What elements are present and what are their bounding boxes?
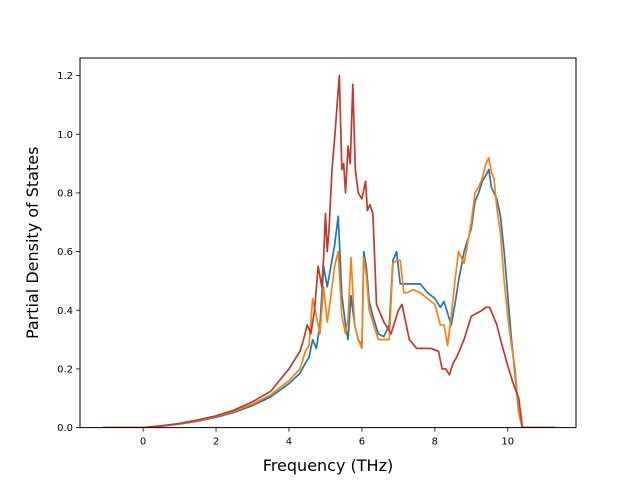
series-layer xyxy=(102,74,556,428)
y-tick-label: 0.0 xyxy=(57,423,73,434)
y-tick-label: 0.6 xyxy=(57,247,73,258)
x-tick-label: 0 xyxy=(140,437,146,448)
y-axis-ticks: 0.0 0.2 0.4 0.6 0.8 1.0 1.2 xyxy=(57,71,80,434)
y-tick-label: 0.4 xyxy=(57,306,73,317)
x-tick-label: 6 xyxy=(359,437,365,448)
x-tick-label: 2 xyxy=(213,437,219,448)
x-axis-ticks: 0 2 4 6 8 10 xyxy=(140,427,514,448)
y-tick-label: 0.2 xyxy=(57,365,73,376)
y-tick-label: 0.8 xyxy=(57,189,73,200)
x-axis-label: Frequency (THz) xyxy=(263,456,393,475)
plot-area xyxy=(79,57,577,429)
y-axis-label: Partial Density of States xyxy=(23,147,42,339)
x-tick-label: 8 xyxy=(432,437,438,448)
y-tick-label: 1.2 xyxy=(57,71,73,82)
y-tick-label: 1.0 xyxy=(57,130,73,141)
x-tick-label: 4 xyxy=(286,437,292,448)
x-tick-label: 10 xyxy=(501,437,514,448)
series-line-1 xyxy=(102,168,556,428)
series-line-2 xyxy=(102,156,556,428)
series-line-3 xyxy=(102,74,556,428)
axes-frame xyxy=(79,57,577,429)
